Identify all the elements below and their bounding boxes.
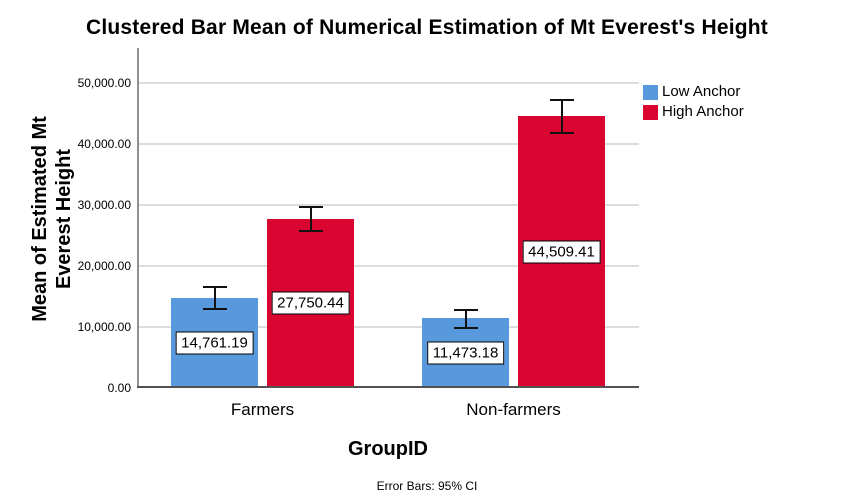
error-bar-low-anchor-farmers — [213, 286, 216, 310]
x-axis-line — [137, 386, 639, 388]
gridline-40000 — [137, 143, 639, 145]
error-bars-note: Error Bars: 95% CI — [376, 479, 478, 493]
x-category-label-farmers: Farmers — [230, 400, 295, 419]
legend-entry-low-anchor: Low Anchor — [643, 84, 744, 100]
error-bar-cap-top-high-anchor-farmers — [298, 205, 323, 208]
gridline-10000 — [137, 326, 639, 328]
legend-label-high-anchor: High Anchor — [662, 103, 744, 120]
y-tick-label-10000: 10,000.00 — [77, 320, 131, 334]
chart-title: Clustered Bar Mean of Numerical Estimati… — [86, 16, 768, 39]
legend-swatch-high-anchor — [643, 104, 658, 120]
y-tick-label-30000: 30,000.00 — [77, 198, 131, 212]
value-label-high-anchor-farmers: 27,750.44 — [271, 291, 350, 315]
legend-entry-high-anchor: High Anchor — [643, 104, 744, 120]
error-bar-cap-bottom-low-anchor-farmers — [202, 308, 227, 311]
error-bar-cap-bottom-high-anchor-non-farmers — [549, 132, 574, 135]
error-bar-high-anchor-farmers — [309, 206, 312, 231]
value-label-low-anchor-non-farmers: 11,473.18 — [426, 341, 505, 365]
error-bar-cap-bottom-high-anchor-farmers — [298, 229, 323, 232]
y-axis-line — [137, 48, 139, 388]
y-tick-label-0: 0.00 — [107, 381, 131, 395]
gridline-50000 — [137, 82, 639, 84]
error-bar-cap-top-low-anchor-farmers — [202, 285, 227, 288]
error-bar-low-anchor-non-farmers — [464, 309, 467, 328]
value-label-high-anchor-non-farmers: 44,509.41 — [522, 240, 601, 264]
legend-label-low-anchor: Low Anchor — [662, 83, 741, 100]
error-bar-cap-top-high-anchor-non-farmers — [549, 99, 574, 102]
error-bar-cap-top-low-anchor-non-farmers — [453, 308, 478, 311]
x-category-label-non-farmers: Non-farmers — [466, 400, 561, 419]
legend-swatch-low-anchor — [643, 84, 658, 100]
error-bar-cap-bottom-low-anchor-non-farmers — [453, 326, 478, 329]
legend: Low Anchor High Anchor — [643, 84, 744, 124]
gridline-30000 — [137, 204, 639, 206]
x-axis-title: GroupID — [348, 438, 428, 460]
plot-area: 14,761.19 27,750.44 11,473.18 44,509.41 — [137, 48, 639, 388]
y-tick-label-20000: 20,000.00 — [77, 259, 131, 273]
gridline-20000 — [137, 265, 639, 267]
y-tick-label-50000: 50,000.00 — [77, 76, 131, 90]
value-label-low-anchor-farmers: 14,761.19 — [175, 331, 254, 355]
error-bar-high-anchor-non-farmers — [560, 100, 563, 134]
y-tick-label-40000: 40,000.00 — [77, 137, 131, 151]
